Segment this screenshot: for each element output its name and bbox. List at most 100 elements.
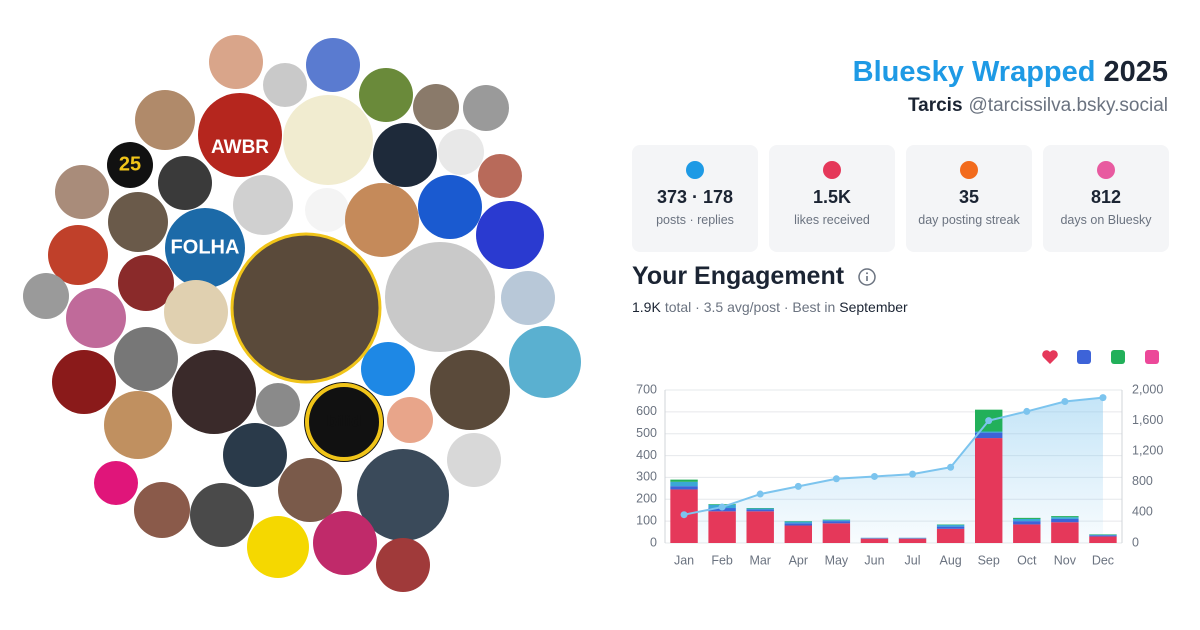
avatar[interactable] (52, 350, 116, 414)
avatar[interactable] (478, 154, 522, 198)
stat-card: 373 · 178 posts · replies (632, 145, 758, 252)
x-tick-label: Nov (1054, 553, 1077, 567)
y2-tick-label: 1,600 (1132, 413, 1163, 427)
avatar[interactable] (361, 342, 415, 396)
avatar[interactable] (114, 327, 178, 391)
legend-icon[interactable] (1077, 350, 1091, 364)
y2-tick-label: 1,200 (1132, 443, 1163, 457)
avatar[interactable] (305, 188, 349, 232)
avatar[interactable] (438, 129, 484, 175)
avatar[interactable] (231, 233, 381, 383)
legend-icon[interactable] (1111, 350, 1125, 364)
bar-segment (746, 511, 774, 543)
avatar[interactable] (107, 142, 153, 188)
line-point (1099, 394, 1107, 402)
bar-segment (822, 521, 851, 524)
stat-value: 373 · 178 (656, 187, 734, 207)
title-text: Bluesky Wrapped (852, 56, 1096, 88)
avatar[interactable] (413, 84, 459, 130)
user-handle[interactable]: @tarcissilva.bsky.social (968, 95, 1168, 116)
x-tick-label: Dec (1092, 553, 1114, 567)
avatar[interactable] (118, 255, 174, 311)
avatar[interactable] (23, 273, 69, 319)
bar-segment (898, 538, 927, 543)
line-point (1023, 407, 1031, 415)
stat-value: 812 (1090, 187, 1122, 207)
avatar-ring (305, 383, 383, 461)
bar-segment (746, 509, 774, 512)
bar-segment (1013, 517, 1041, 519)
line-point (680, 511, 688, 519)
avatar[interactable] (385, 242, 495, 352)
x-tick-label: May (825, 553, 849, 567)
best-month: September (839, 299, 908, 315)
y-tick-label: 500 (636, 426, 657, 440)
x-tick-label: Oct (1017, 553, 1037, 567)
avatar[interactable] (158, 156, 212, 210)
avatar[interactable] (223, 423, 287, 487)
x-tick-label: Mar (749, 553, 771, 567)
bar-segment (746, 508, 774, 510)
avatar[interactable] (66, 288, 126, 348)
avatar[interactable] (135, 90, 195, 150)
avatar[interactable] (174, 446, 202, 474)
avatar[interactable] (172, 350, 256, 434)
y-tick-label: 300 (636, 470, 657, 484)
avatar[interactable] (256, 383, 300, 427)
stat-icon (960, 161, 978, 179)
avatar[interactable] (501, 271, 555, 325)
avatar[interactable] (306, 38, 360, 92)
avatar[interactable] (278, 458, 342, 522)
info-icon[interactable] (857, 267, 877, 287)
x-tick-label: Jul (905, 553, 921, 567)
avatar[interactable] (108, 192, 168, 252)
legend-icon[interactable] (1145, 350, 1159, 364)
bar-segment (822, 520, 851, 522)
avatar[interactable] (509, 326, 581, 398)
avatar[interactable] (190, 483, 254, 547)
avatar[interactable] (313, 511, 377, 575)
avatar[interactable] (463, 85, 509, 131)
bar-segment (1051, 518, 1079, 523)
avatar[interactable] (387, 397, 433, 443)
bar-segment (1013, 521, 1041, 525)
avatar[interactable] (134, 482, 190, 538)
avatar[interactable] (418, 175, 482, 239)
avatar[interactable] (359, 68, 413, 122)
avatar[interactable] (55, 165, 109, 219)
avatar[interactable] (376, 538, 430, 592)
avatar[interactable] (283, 95, 373, 185)
y-tick-label: 700 (636, 382, 657, 396)
legend-icon[interactable] (1042, 350, 1058, 364)
avatar[interactable] (476, 201, 544, 269)
line-point (718, 503, 726, 511)
avatar[interactable] (198, 93, 282, 177)
bar-segment (822, 523, 851, 543)
bar-segment (860, 538, 889, 543)
bar-segment (974, 438, 1003, 543)
avatar[interactable] (447, 433, 501, 487)
line-point (1061, 397, 1069, 405)
x-tick-label: Aug (940, 553, 962, 567)
avatar[interactable] (357, 449, 449, 541)
avatar[interactable] (345, 183, 419, 257)
avatar[interactable] (304, 382, 384, 462)
avatar[interactable] (373, 123, 437, 187)
stat-card: 812 days on Bluesky (1043, 145, 1169, 252)
bar-segment (1013, 524, 1041, 543)
line-point (985, 417, 993, 425)
avatar[interactable] (233, 175, 293, 235)
bar-segment (1089, 536, 1117, 543)
avatar-label: bilid (327, 411, 362, 430)
total: 1.9K (632, 299, 661, 315)
avatar[interactable] (94, 461, 138, 505)
avatar[interactable] (165, 208, 245, 288)
avatar[interactable] (263, 63, 307, 107)
avatar[interactable] (104, 391, 172, 459)
avatar[interactable] (48, 225, 108, 285)
avatar[interactable] (209, 35, 263, 89)
avatar[interactable] (164, 280, 228, 344)
avatar[interactable] (430, 350, 510, 430)
avatar[interactable] (247, 516, 309, 578)
